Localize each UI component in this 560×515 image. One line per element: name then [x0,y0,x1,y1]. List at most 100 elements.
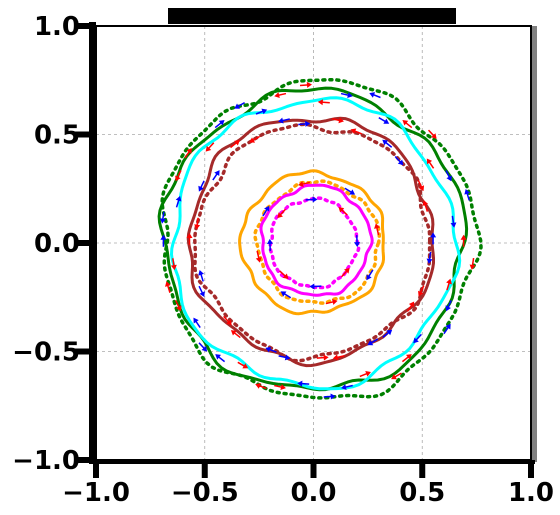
direction-arrow [450,215,457,228]
direction-arrow [378,117,390,124]
x-tick-mark [93,460,99,478]
x-tick-label: 0.5 [399,478,445,508]
direction-arrow [341,384,353,390]
y-tick-label: −1.0 [12,446,80,476]
y-tick-mark [74,348,96,355]
x-tick-mark [201,460,208,478]
direction-arrow [175,300,182,312]
direction-arrow [426,158,435,169]
x-tick-mark [419,460,426,478]
direction-arrow [255,383,267,390]
direction-arrow [430,232,437,245]
direction-arrow [165,281,171,293]
direction-arrow [262,205,270,217]
direction-arrow [215,354,226,363]
direction-arrow [394,156,404,166]
direction-arrow [274,384,286,390]
x-tick-label: −1.0 [62,478,130,508]
direction-arrow [280,291,292,299]
direction-arrow [464,188,471,201]
direction-arrow [160,234,167,247]
direction-arrow [426,251,433,264]
y-tick-mark [74,23,96,29]
y-tick-mark [74,457,96,463]
direction-arrow [350,128,362,135]
direction-arrow [413,333,422,344]
direction-arrows [159,81,476,400]
direction-arrow [445,300,452,312]
direction-arrow [186,233,193,246]
direction-arrow [354,235,361,248]
direction-arrow [316,354,329,361]
direction-arrow [277,208,287,219]
series-line-0 [157,86,469,392]
direction-arrow [317,99,330,106]
direction-arrow [309,283,322,290]
direction-arrow [223,315,232,326]
y-tick-label: 0.5 [34,121,80,151]
series-line-1 [160,77,483,400]
direction-arrow [230,140,240,149]
series-line-6 [253,179,382,305]
direction-arrow [406,301,415,312]
direction-arrow [170,258,177,271]
direction-arrow [279,270,289,280]
series-line-7 [259,183,374,297]
direction-arrow [367,338,379,346]
series-line-5 [238,169,385,316]
direction-arrow [359,371,371,378]
direction-arrow [274,92,287,99]
direction-arrow [325,299,338,305]
direction-arrow [214,120,225,129]
direction-arrow [332,117,344,124]
direction-arrow [305,196,318,203]
x-tick-label: 1.0 [508,478,554,508]
direction-arrow [469,257,476,270]
direction-arrow [198,269,204,282]
direction-arrow [402,120,413,129]
direction-arrow [175,170,182,182]
direction-arrow [340,92,353,99]
y-tick-mark [74,240,96,246]
direction-arrow [366,269,374,281]
direction-arrow [369,92,381,99]
direction-arrow [344,187,356,195]
x-tick-label: −0.5 [171,478,239,508]
direction-arrow [422,200,429,212]
right-shadow [531,26,537,462]
y-tick-label: −0.5 [12,338,80,368]
direction-arrow [249,135,260,143]
direction-arrow [255,250,262,263]
direction-arrow [278,117,290,124]
direction-arrow [159,211,166,224]
direction-arrow [255,108,268,115]
direction-arrow [391,372,402,380]
x-tick-mark [310,460,317,478]
direction-arrow [427,129,437,139]
direction-arrow [193,317,201,328]
direction-arrow [323,393,336,400]
direction-arrow [298,120,311,127]
direction-arrow [443,323,451,335]
direction-arrow [194,217,201,230]
direction-arrow [445,170,452,182]
direction-arrow [198,285,205,297]
direction-arrow [230,330,241,339]
direction-arrow [374,223,380,236]
direction-arrow [418,285,425,297]
direction-arrow [175,195,182,208]
x-tick-mark [528,460,534,478]
direction-arrow [234,101,245,109]
direction-arrow [401,354,412,363]
direction-arrow [237,361,249,369]
direction-arrow [382,329,393,338]
y-tick-mark [74,131,96,138]
direction-arrow [278,354,291,361]
direction-arrow [266,238,273,251]
direction-arrow [297,380,310,387]
direction-arrow [460,234,467,247]
y-tick-label: 0.0 [34,229,80,259]
direction-arrow [205,142,215,152]
direction-arrow [446,278,452,291]
